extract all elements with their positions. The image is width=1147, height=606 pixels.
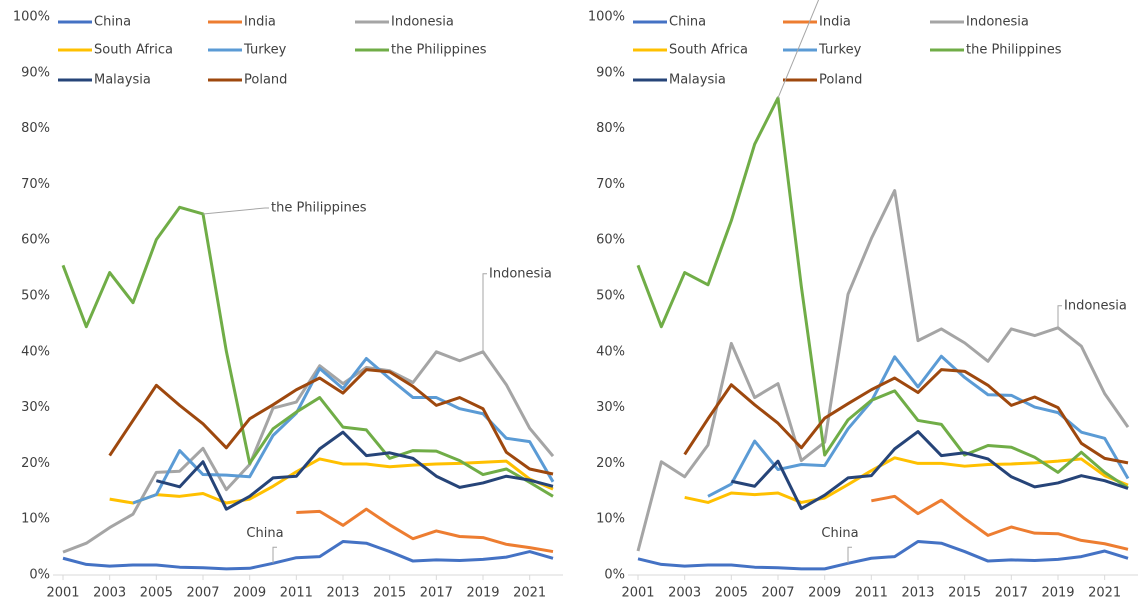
series-line [62,540,554,571]
y-tick-label: 10% [596,512,625,527]
legend-label: South Africa [94,43,173,58]
x-tick-label: 2021 [513,586,546,601]
legend-label: Indonesia [966,15,1029,30]
x-tick-label: 2009 [808,586,841,601]
y-tick-label: 70% [596,177,625,192]
annotation-leader [272,546,277,564]
legend-label: Poland [244,73,287,88]
legend-label: China [669,15,706,30]
series-line [155,430,554,511]
legend-label: South Africa [669,43,748,58]
legend-label: Turkey [818,43,862,58]
y-tick-label: 80% [596,121,625,136]
series-line [636,189,1130,552]
x-tick-label: 2021 [1088,586,1121,601]
x-tick-label: 2001 [621,586,654,601]
series-line [636,96,1129,490]
series-line [296,507,554,554]
x-tick-label: 2011 [855,586,888,601]
legend-label: Indonesia [391,15,454,30]
y-tick-label: 80% [21,121,50,136]
legend-label: Malaysia [94,73,151,88]
series-line [731,430,1129,511]
line-chart: 0% 10% 20% 30% 40% 50% 60% 70% 80% 90% 100% 2001 200… [588,0,1138,601]
y-tick-label: 50% [21,289,50,304]
legend-label: Turkey [243,43,287,58]
legend-label: the Philippines [391,43,487,58]
y-tick-label: 100% [13,10,50,25]
annotation-leader [202,207,269,215]
x-tick-label: 2011 [280,586,313,601]
series-line [637,540,1129,571]
x-tick-label: 2017 [420,586,453,601]
legend-label: Poland [819,73,862,88]
y-tick-label: 0% [29,568,50,583]
annotation-leader [777,0,820,99]
legend-label: the Philippines [966,43,1062,58]
annotation: China [246,526,283,541]
y-tick-label: 0% [604,568,625,583]
x-tick-label: 2007 [761,586,794,601]
annotation-leader [847,546,852,564]
x-tick-label: 2007 [186,586,219,601]
annotation: Indonesia [489,266,552,281]
x-tick-label: 2017 [995,586,1028,601]
line-chart: 0% 10% 20% 30% 40% 50% 60% 70% 80% 90% 100% 2001 200… [13,10,563,601]
annotation-leader [482,273,487,352]
legend-label: India [244,15,276,30]
x-tick-label: 2019 [466,586,499,601]
series-line [707,354,1130,498]
annotation: the Philippines [271,200,367,215]
y-tick-label: 90% [21,65,50,80]
series-line [684,456,1129,504]
x-tick-label: 2013 [901,586,934,601]
x-tick-label: 2015 [373,586,406,601]
x-tick-label: 2001 [46,586,79,601]
series-line [108,368,554,476]
legend-label: China [94,15,131,30]
x-tick-label: 2003 [93,586,126,601]
x-tick-label: 2005 [715,586,748,601]
series-line [109,457,554,505]
annotation-leader [1057,305,1062,328]
y-tick-label: 10% [21,512,50,527]
y-tick-label: 90% [596,65,625,80]
annotation: China [821,526,858,541]
series-line [62,350,555,554]
y-tick-label: 60% [21,233,50,248]
x-tick-label: 2015 [948,586,981,601]
series-line [132,356,555,505]
x-tick-label: 2019 [1041,586,1074,601]
y-tick-label: 70% [21,177,50,192]
legend-label: Malaysia [669,73,726,88]
y-tick-label: 50% [596,289,625,304]
series-line [683,368,1129,465]
x-tick-label: 2005 [140,586,173,601]
series-line [61,205,554,498]
x-tick-label: 2013 [326,586,359,601]
y-tick-label: 30% [21,400,50,415]
x-tick-label: 2003 [668,586,701,601]
series-line [871,494,1129,551]
y-tick-label: 20% [596,456,625,471]
y-tick-label: 40% [21,344,50,359]
annotation: Indonesia [1064,298,1127,313]
y-tick-label: 30% [596,400,625,415]
y-tick-label: 100% [588,10,625,25]
legend-label: India [819,15,851,30]
y-tick-label: 20% [21,456,50,471]
x-tick-label: 2009 [233,586,266,601]
y-tick-label: 40% [596,344,625,359]
y-tick-label: 60% [596,233,625,248]
